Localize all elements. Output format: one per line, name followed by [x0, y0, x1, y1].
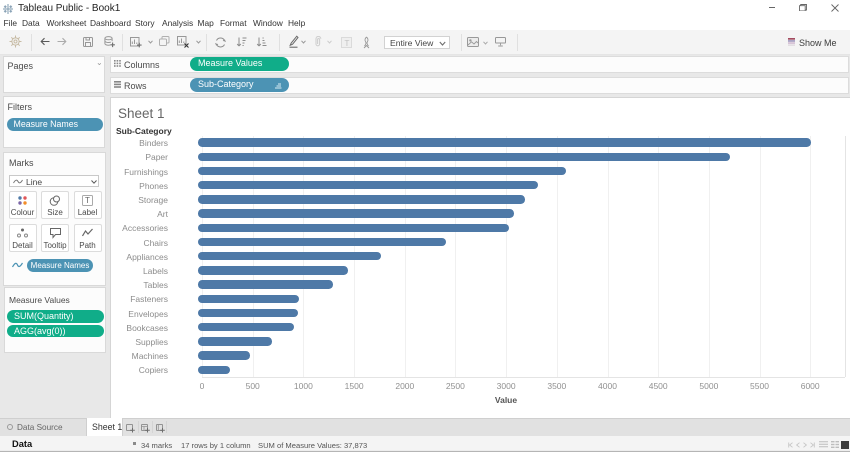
- svg-text:T: T: [85, 196, 90, 205]
